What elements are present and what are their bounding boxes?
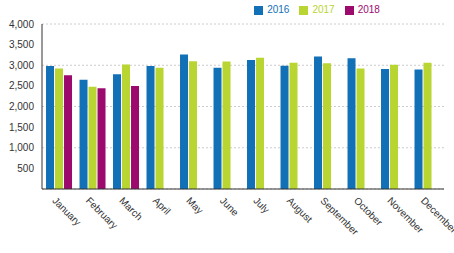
svg-text:June: June [218, 195, 241, 218]
svg-text:2,500: 2,500 [9, 80, 34, 91]
svg-text:October: October [352, 195, 385, 228]
svg-text:November: November [385, 194, 426, 236]
svg-text:April: April [151, 195, 173, 217]
html-text:2018: 2018 [357, 4, 380, 15]
svg-text:4,000: 4,000 [9, 19, 34, 30]
svg-text:2,000: 2,000 [9, 101, 34, 112]
html-text:2017: 2017 [312, 4, 335, 15]
svg-text:February: February [84, 195, 120, 231]
svg-text:September: September [318, 194, 361, 238]
svg-text:3,000: 3,000 [9, 60, 34, 71]
svg-text:3,500: 3,500 [9, 39, 34, 50]
svg-text:January: January [50, 195, 83, 228]
svg-text:July: July [251, 195, 271, 215]
svg-text:May: May [184, 195, 205, 216]
svg-text:1,500: 1,500 [9, 122, 34, 133]
svg-text:March: March [117, 195, 144, 222]
svg-text:500: 500 [17, 163, 34, 174]
html-text:2016: 2016 [267, 4, 290, 15]
svg-text:1,000: 1,000 [9, 142, 34, 153]
svg-text:December: December [419, 195, 446, 236]
svg-text:August: August [285, 195, 315, 225]
